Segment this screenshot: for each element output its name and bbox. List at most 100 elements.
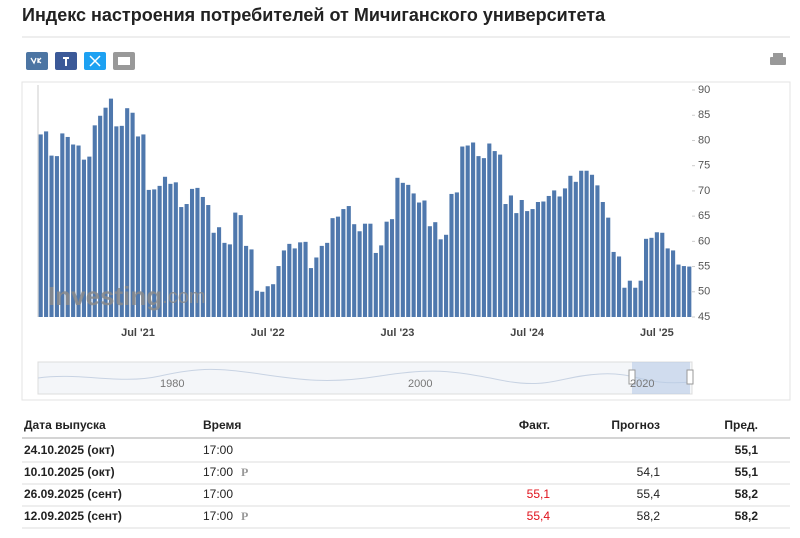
bar (244, 245, 249, 317)
bar (665, 248, 670, 317)
bar (195, 187, 200, 317)
release-date: 12.09.2025 (сент) (24, 509, 122, 523)
bar (179, 207, 184, 317)
bar (54, 156, 59, 317)
watermark: Investing.com (48, 281, 205, 311)
table-header: Дата выпуска (24, 418, 106, 432)
bar (416, 202, 422, 317)
bar (627, 280, 632, 317)
bar (541, 201, 546, 317)
bar (65, 136, 70, 317)
release-time: 17:00 (203, 443, 233, 457)
bar (173, 182, 178, 317)
preliminary-badge: P (241, 509, 248, 523)
bar (287, 243, 292, 317)
bar (373, 252, 378, 317)
bar (595, 185, 600, 317)
bar (433, 222, 438, 317)
bar (298, 242, 303, 317)
bar (335, 216, 341, 317)
bar (60, 133, 65, 317)
bar (152, 189, 157, 317)
print-button[interactable] (770, 53, 786, 65)
bar (222, 242, 227, 317)
previous-value: 58,2 (735, 487, 759, 501)
icon (30, 57, 42, 65)
bar (314, 257, 319, 317)
bar (568, 175, 573, 317)
bar (395, 177, 400, 317)
bar (389, 219, 395, 317)
forecast-value: 54,1 (637, 465, 661, 479)
y-tick-label: 65 (698, 210, 710, 222)
x-tick-label: Jul '23 (381, 327, 415, 339)
previous-value: 58,2 (735, 509, 759, 523)
bar (249, 249, 254, 317)
bar (303, 241, 308, 317)
bar (579, 170, 584, 317)
y-tick-label: 75 (698, 160, 710, 172)
bar (308, 268, 314, 317)
bar (260, 291, 265, 317)
navigator-handle[interactable] (628, 369, 636, 385)
bar (379, 245, 384, 317)
bar (411, 193, 416, 317)
bar (114, 126, 119, 317)
bar (589, 174, 595, 317)
bar (71, 144, 76, 317)
bar (465, 145, 470, 317)
bar (98, 115, 103, 317)
navigator-label: 2000 (408, 378, 432, 390)
bar (92, 125, 97, 317)
bar (503, 204, 508, 317)
bar (649, 237, 654, 317)
bar (406, 184, 411, 317)
bar (357, 231, 362, 317)
bar (319, 245, 324, 317)
navigator-selection[interactable] (632, 362, 690, 394)
icon (89, 55, 101, 67)
bar (157, 185, 162, 317)
bar (352, 224, 357, 317)
bars (38, 98, 692, 318)
navigator-label: 1980 (160, 378, 184, 390)
bar (108, 98, 114, 317)
bar (471, 142, 476, 317)
forecast-value: 58,2 (637, 509, 661, 523)
bar (238, 215, 243, 317)
icon (770, 57, 786, 65)
bar (189, 188, 195, 317)
bar (271, 284, 276, 317)
icon (118, 57, 130, 65)
bar (217, 227, 222, 317)
bar (660, 232, 665, 317)
actual-value: 55,4 (527, 509, 551, 523)
bar (498, 154, 503, 317)
bar (325, 242, 330, 317)
bar (81, 159, 86, 317)
bar (546, 195, 551, 317)
table-header: Факт. (519, 418, 550, 432)
x-tick-label: Jul '25 (640, 327, 674, 339)
bar (346, 206, 351, 317)
bar (681, 266, 686, 317)
bar (481, 158, 486, 317)
watermark-suffix: .com (162, 286, 205, 308)
y-tick-label: 50 (698, 286, 710, 298)
vk-button[interactable] (26, 52, 48, 70)
release-time: 17:00 (203, 487, 233, 501)
icon (773, 53, 783, 58)
table-header: Пред. (724, 418, 758, 432)
navigator-handle[interactable] (686, 369, 694, 385)
navigator-line (37, 368, 693, 385)
bar (476, 156, 481, 317)
bar (200, 196, 205, 317)
bar (135, 136, 141, 317)
bar (76, 145, 81, 317)
bar (633, 287, 638, 317)
y-tick-label: 85 (698, 109, 710, 121)
bar (622, 287, 627, 317)
page-title: Индекс настроения потребителей от Мичига… (22, 5, 606, 25)
bar (168, 183, 173, 317)
bar (400, 182, 405, 317)
